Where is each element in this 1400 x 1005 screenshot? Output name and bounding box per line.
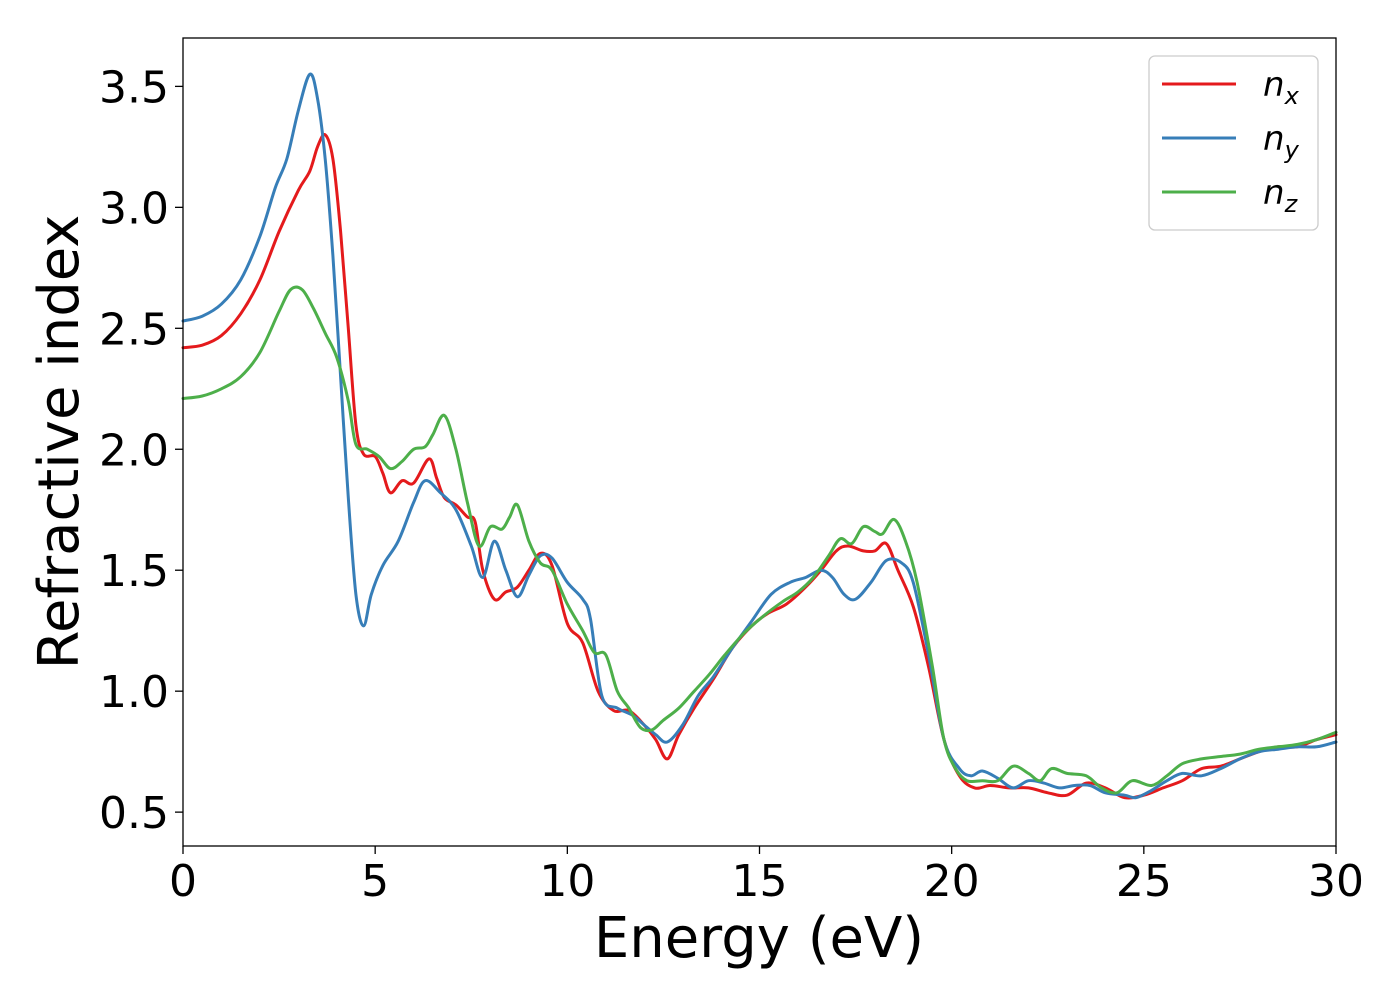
y-tick-label: 2.5 — [99, 304, 169, 355]
series-layer — [181, 72, 1338, 800]
y-tick-label: 2.0 — [99, 425, 169, 476]
x-tick-label: 15 — [732, 856, 788, 907]
legend-label-z: nz — [1263, 173, 1299, 218]
y-tick-label: 3.5 — [99, 62, 169, 113]
x-tick-label: 10 — [539, 856, 595, 907]
x-tick-label: 5 — [361, 856, 389, 907]
series-line-y — [181, 72, 1338, 800]
legend-box — [1148, 55, 1319, 231]
y-axis: 0.5 1.0 1.5 2.0 2.5 3.0 3.5 — [99, 62, 183, 839]
x-axis-title: Energy (eV) — [594, 906, 924, 971]
y-tick-label: 1.5 — [99, 546, 169, 597]
x-tick-label: 0 — [169, 856, 197, 907]
x-tick-label: 25 — [1116, 856, 1172, 907]
y-tick-label: 0.5 — [99, 788, 169, 839]
x-tick-label: 20 — [924, 856, 980, 907]
x-tick-label: 30 — [1308, 856, 1364, 907]
series-line-x — [181, 132, 1338, 800]
y-axis-title: Refractive index — [27, 215, 92, 670]
series-line-z — [181, 285, 1338, 795]
y-tick-label: 3.0 — [99, 183, 169, 234]
y-tick-label: 1.0 — [99, 667, 169, 718]
x-axis: 0 5 10 15 20 25 30 — [169, 846, 1364, 907]
